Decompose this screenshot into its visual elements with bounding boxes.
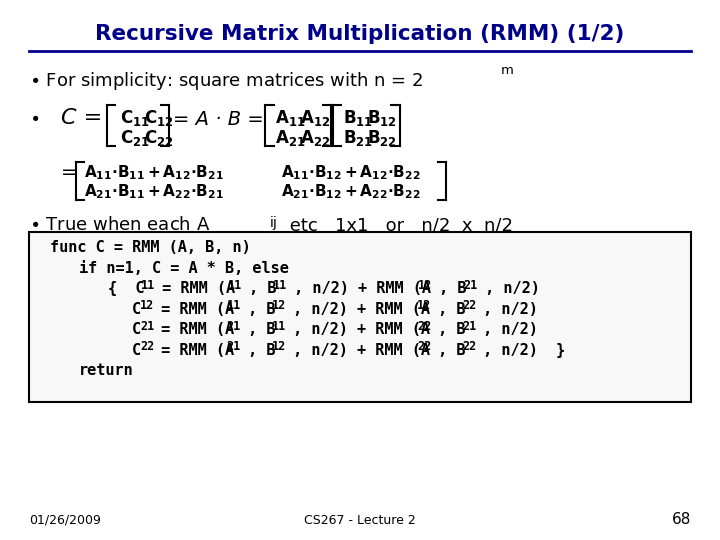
Text: 21: 21	[140, 320, 154, 333]
Text: CS267 - Lecture 2: CS267 - Lecture 2	[304, 514, 416, 526]
Text: return: return	[79, 363, 134, 379]
Text: ij: ij	[269, 216, 277, 230]
Text: etc   1x1   or   n/2  x  n/2: etc 1x1 or n/2 x n/2	[284, 216, 513, 234]
Text: 11: 11	[227, 299, 241, 312]
Text: Recursive Matrix Multiplication (RMM) (1/2): Recursive Matrix Multiplication (RMM) (1…	[95, 24, 625, 44]
Text: 12: 12	[418, 279, 432, 292]
Text: 21: 21	[227, 340, 241, 353]
Text: , B: , B	[240, 281, 276, 296]
Text: 01/26/2009: 01/26/2009	[29, 514, 101, 526]
FancyBboxPatch shape	[29, 232, 691, 402]
Text: = RMM (A: = RMM (A	[153, 281, 235, 296]
Text: $\mathbf{C_{11}}$: $\mathbf{C_{11}}$	[120, 108, 149, 128]
Text: $\mathbf{A_{11}}$: $\mathbf{A_{11}}$	[275, 108, 305, 128]
Text: , n/2) + RMM (A: , n/2) + RMM (A	[284, 322, 431, 338]
Text: C: C	[132, 302, 141, 317]
Text: 21: 21	[462, 320, 477, 333]
Text: $\mathbf{B_{12}}$: $\mathbf{B_{12}}$	[367, 108, 397, 128]
Text: 11: 11	[274, 279, 287, 292]
Text: , n/2): , n/2)	[476, 281, 539, 296]
Text: $\mathbf{B_{11}}$: $\mathbf{B_{11}}$	[343, 108, 373, 128]
Text: $\mathbf{B_{21}}$: $\mathbf{B_{21}}$	[343, 128, 373, 148]
Text: , n/2): , n/2)	[474, 322, 539, 338]
Text: $\bullet$ True when each A: $\bullet$ True when each A	[29, 216, 210, 234]
Text: =: =	[61, 163, 78, 183]
Text: = RMM (A: = RMM (A	[153, 322, 235, 338]
Text: , n/2) + RMM (A: , n/2) + RMM (A	[285, 281, 431, 296]
Text: , n/2)  }: , n/2) }	[474, 343, 566, 358]
Text: , n/2) + RMM (A: , n/2) + RMM (A	[284, 343, 431, 358]
Text: 22: 22	[140, 340, 154, 353]
Text: C =: C =	[61, 108, 102, 128]
Text: $\mathbf{C_{22}}$: $\mathbf{C_{22}}$	[144, 128, 174, 148]
Text: 12: 12	[140, 299, 154, 312]
Text: 21: 21	[464, 279, 477, 292]
Text: $\mathbf{A_{22}}$: $\mathbf{A_{22}}$	[300, 128, 330, 148]
Text: = A · B =: = A · B =	[173, 110, 264, 129]
Text: , B: , B	[239, 343, 276, 358]
Text: $\bullet$ For simplicity: square matrices with n = 2: $\bullet$ For simplicity: square matrice…	[29, 70, 423, 92]
Text: $\mathbf{C_{21}}$: $\mathbf{C_{21}}$	[120, 128, 149, 148]
Text: $\mathbf{A_{21}}$: $\mathbf{A_{21}}$	[275, 128, 305, 148]
Text: 11: 11	[272, 320, 287, 333]
Text: C: C	[132, 322, 141, 338]
Text: 22: 22	[462, 299, 477, 312]
Text: m: m	[500, 64, 513, 77]
Text: $\mathbf{A_{11}{\cdot}B_{11} + A_{12}{\cdot}B_{21}}$: $\mathbf{A_{11}{\cdot}B_{11} + A_{12}{\c…	[84, 164, 224, 183]
Text: 12: 12	[272, 340, 287, 353]
Text: 11: 11	[228, 279, 242, 292]
Text: , n/2) + RMM (A: , n/2) + RMM (A	[284, 302, 431, 317]
Text: = RMM (A: = RMM (A	[153, 343, 235, 358]
Text: $\mathbf{C_{12}}$: $\mathbf{C_{12}}$	[144, 108, 174, 128]
Text: , B: , B	[429, 322, 466, 338]
Text: = RMM (A: = RMM (A	[153, 302, 235, 317]
Text: $\mathbf{A_{12}}$: $\mathbf{A_{12}}$	[300, 108, 330, 128]
Text: , B: , B	[429, 343, 466, 358]
Text: , n/2): , n/2)	[474, 302, 539, 317]
Text: , B: , B	[429, 302, 466, 317]
Text: 22: 22	[462, 340, 477, 353]
Text: 12: 12	[272, 299, 287, 312]
Text: if n=1, C = A * B, else: if n=1, C = A * B, else	[79, 261, 289, 276]
Text: 11: 11	[141, 279, 156, 292]
Text: 68: 68	[672, 511, 691, 526]
Text: , B: , B	[239, 322, 276, 338]
Text: $\bullet$: $\bullet$	[29, 108, 39, 126]
Text: 22: 22	[417, 340, 431, 353]
Text: 22: 22	[417, 320, 431, 333]
Text: $\mathbf{B_{22}}$: $\mathbf{B_{22}}$	[367, 128, 397, 148]
Text: {  C: { C	[108, 281, 145, 296]
Text: , B: , B	[239, 302, 276, 317]
Text: C: C	[132, 343, 141, 358]
Text: 21: 21	[227, 320, 241, 333]
Text: $\mathbf{A_{11}{\cdot}B_{12} + A_{12}{\cdot}B_{22}}$: $\mathbf{A_{11}{\cdot}B_{12} + A_{12}{\c…	[281, 164, 420, 183]
Text: $\mathbf{A_{21}{\cdot}B_{12} + A_{22}{\cdot}B_{22}}$: $\mathbf{A_{21}{\cdot}B_{12} + A_{22}{\c…	[281, 183, 420, 201]
Text: $\mathbf{A_{21}{\cdot}B_{11} + A_{22}{\cdot}B_{21}}$: $\mathbf{A_{21}{\cdot}B_{11} + A_{22}{\c…	[84, 183, 224, 201]
Text: 12: 12	[417, 299, 431, 312]
Text: func C = RMM (A, B, n): func C = RMM (A, B, n)	[50, 240, 251, 255]
Text: , B: , B	[431, 281, 467, 296]
